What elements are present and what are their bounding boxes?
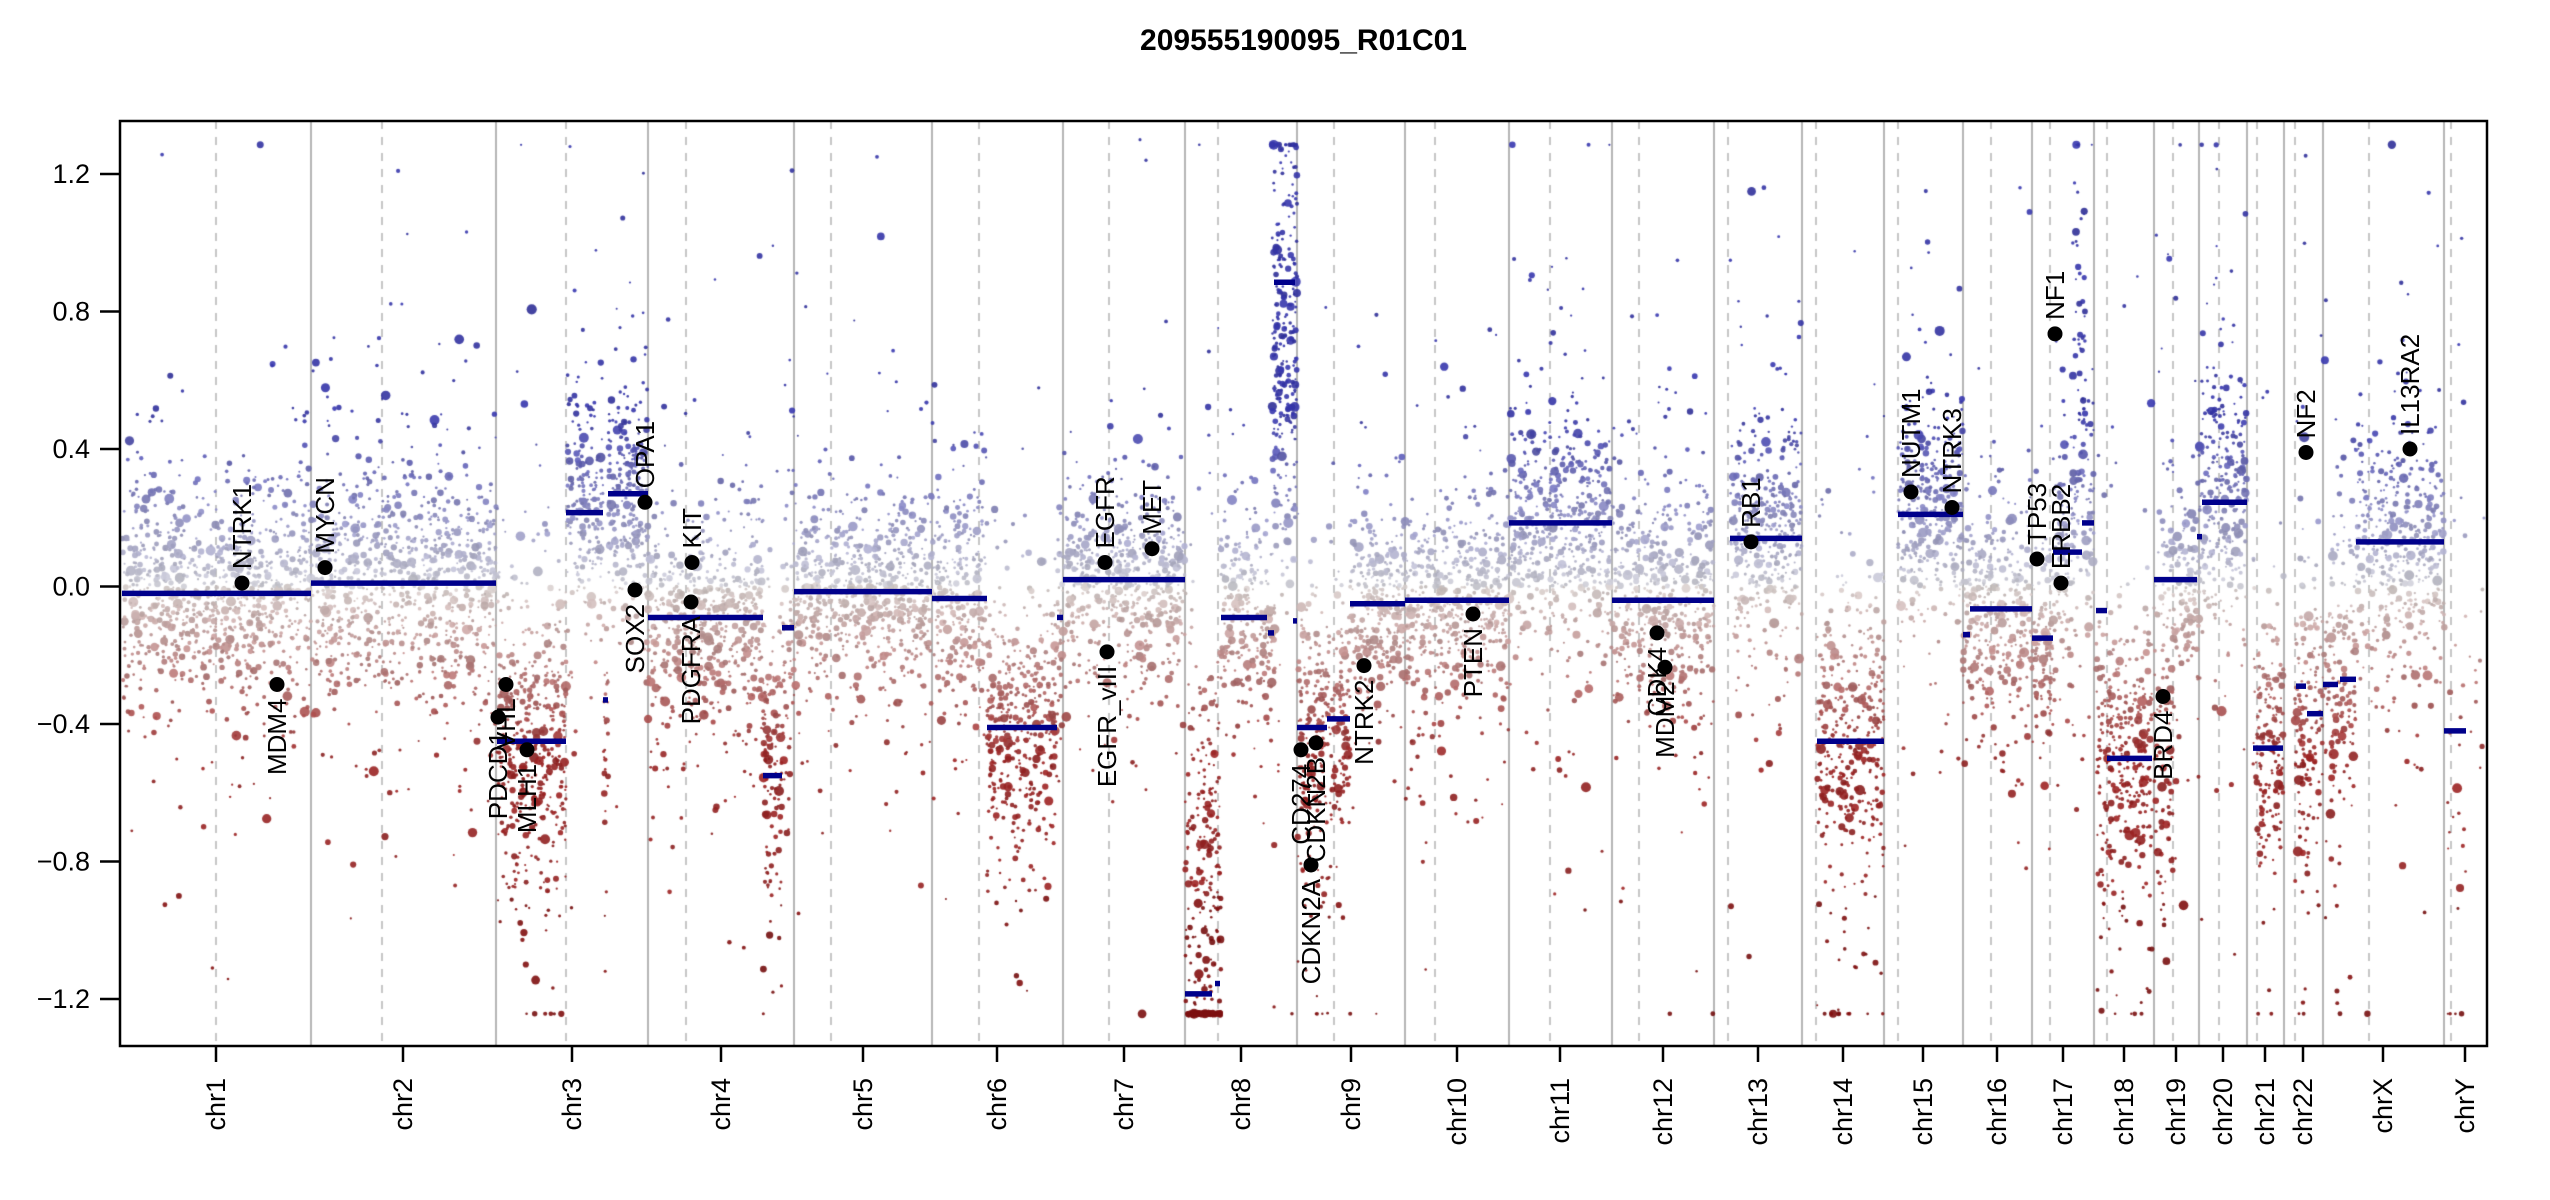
gene-label-MYCN: MYCN (310, 477, 340, 554)
gene-dot-CDK4 (1649, 625, 1665, 641)
y-axis-tick-label: 0.4 (52, 434, 90, 464)
gene-dot-PDCD1 (490, 709, 506, 725)
gene-dot-EGFR_vIII (1099, 644, 1115, 660)
gene-label-TP53: TP53 (2022, 483, 2052, 545)
gene-dot-OPA1 (637, 494, 653, 510)
y-axis-tick-label: −1.2 (37, 984, 90, 1014)
gene-label-OPA1: OPA1 (630, 421, 660, 488)
gene-label-NF1: NF1 (2040, 271, 2070, 320)
gene-dot-CD274 (1293, 742, 1309, 758)
x-axis-label-chr11: chr11 (1545, 1078, 1575, 1144)
gene-label-NUTM1: NUTM1 (1896, 388, 1926, 478)
gene-dot-EGFR (1097, 554, 1113, 570)
y-axis-tick-label: 0.0 (52, 572, 90, 602)
gene-label-BRD4: BRD4 (2148, 711, 2178, 780)
x-axis-label-chr22: chr22 (2288, 1078, 2318, 1146)
gene-label-ERBB2: ERBB2 (2046, 484, 2076, 569)
plot-border (118, 119, 2489, 1048)
gene-label-NF2: NF2 (2291, 389, 2321, 438)
gene-label-CD274: CD274 (1286, 764, 1316, 845)
gene-label-PDCD1: PDCD1 (483, 731, 513, 819)
x-axis-label-chr6: chr6 (982, 1078, 1012, 1131)
x-axis-label-chr2: chr2 (388, 1078, 418, 1131)
gene-dot-MDM4 (269, 676, 285, 692)
gene-dot-TP53 (2029, 551, 2045, 567)
gene-label-SOX2: SOX2 (620, 604, 650, 673)
x-axis-label-chr15: chr15 (1908, 1078, 1938, 1146)
gene-dot-PDGFRA (683, 594, 699, 610)
gene-label-MLH1: MLH1 (512, 764, 542, 833)
gene-dot-IL13RA2 (2402, 441, 2418, 457)
gene-label-EGFR: EGFR (1090, 476, 1120, 548)
gene-dot-NF1 (2047, 326, 2063, 342)
gene-dot-NUTM1 (1903, 484, 1919, 500)
gene-dot-VHL (498, 676, 514, 692)
x-axis-label-chr12: chr12 (1648, 1078, 1678, 1146)
y-axis-tick-label: −0.8 (37, 847, 90, 877)
x-axis-label-chr3: chr3 (557, 1078, 587, 1131)
gene-label-EGFR_vIII: EGFR_vIII (1092, 666, 1122, 787)
gene-label-MET: MET (1137, 480, 1167, 535)
x-axis-label-chr17: chr17 (2048, 1078, 2078, 1146)
gene-dot-MLH1 (519, 742, 535, 758)
gene-label-NTRK2: NTRK2 (1349, 680, 1379, 765)
gene-dot-MET (1144, 541, 1160, 557)
gene-dot-PTEN (1465, 606, 1481, 622)
gene-label-NTRK1: NTRK1 (227, 484, 257, 569)
gene-label-IL13RA2: IL13RA2 (2395, 334, 2425, 435)
gene-dot-BRD4 (2155, 689, 2171, 704)
x-axis-label-chr13: chr13 (1743, 1078, 1773, 1146)
x-axis-label-chr21: chr21 (2250, 1078, 2280, 1146)
gene-dot-MDM2 (1657, 659, 1673, 675)
x-axis-label-chr8: chr8 (1226, 1078, 1256, 1131)
gene-dot-NTRK1 (234, 575, 250, 591)
gene-dot-KIT (684, 554, 700, 570)
x-axis-label-chrX: chrX (2368, 1078, 2398, 1134)
x-axis-label-chr1: chr1 (201, 1078, 231, 1131)
x-axis-label-chr7: chr7 (1109, 1078, 1139, 1131)
y-axis-tick-label: 0.8 (52, 297, 90, 327)
gene-dot-CDKN2B (1308, 735, 1324, 751)
gene-label-RB1: RB1 (1736, 477, 1766, 528)
x-axis-label-chr10: chr10 (1442, 1078, 1472, 1146)
gene-dot-NTRK2 (1356, 658, 1372, 674)
x-axis-label-chr14: chr14 (1828, 1078, 1858, 1146)
y-axis-tick-label: 1.2 (52, 159, 90, 189)
x-axis-label-chr5: chr5 (848, 1078, 878, 1131)
gene-dot-NF2 (2298, 444, 2314, 460)
x-axis-label-chr16: chr16 (1982, 1078, 2012, 1146)
gene-label-KIT: KIT (677, 508, 707, 549)
gene-label-VHL: VHL (491, 698, 521, 749)
gene-label-CDKN2B: CDKN2B (1301, 757, 1331, 862)
gene-dot-NTRK3 (1944, 499, 1960, 515)
gene-label-NTRK3: NTRK3 (1937, 408, 1967, 493)
gene-label-CDK4: CDK4 (1642, 647, 1672, 716)
gene-label-PDGFRA: PDGFRA (676, 615, 706, 724)
y-axis-tick-label: −0.4 (37, 709, 90, 739)
x-axis-label-chr9: chr9 (1336, 1078, 1366, 1131)
gene-label-MDM4: MDM4 (262, 698, 292, 775)
x-axis-label-chrY: chrY (2450, 1078, 2480, 1134)
gene-dot-CDKN2A (1303, 857, 1319, 873)
x-axis-label-chr20: chr20 (2208, 1078, 2238, 1146)
gene-label-CDKN2A: CDKN2A (1296, 878, 1326, 984)
gene-label-MDM2: MDM2 (1650, 681, 1680, 758)
x-axis-label-chr18: chr18 (2109, 1078, 2139, 1146)
gene-label-PTEN: PTEN (1458, 628, 1488, 697)
x-axis-label-chr19: chr19 (2161, 1078, 2191, 1146)
gene-dot-ERBB2 (2053, 575, 2069, 591)
gene-dot-MYCN (317, 560, 333, 576)
x-axis-label-chr4: chr4 (706, 1078, 736, 1131)
gene-dot-RB1 (1743, 534, 1759, 550)
gene-dot-SOX2 (627, 582, 643, 598)
